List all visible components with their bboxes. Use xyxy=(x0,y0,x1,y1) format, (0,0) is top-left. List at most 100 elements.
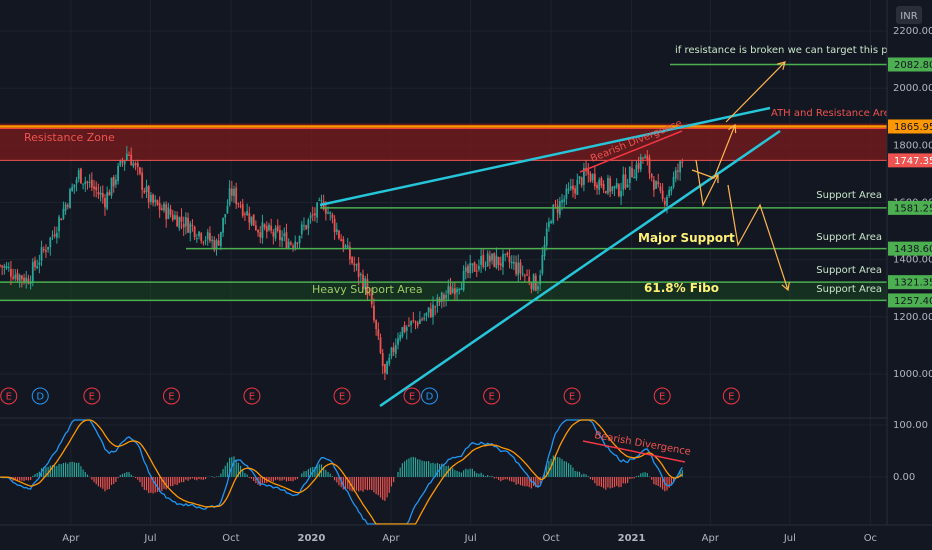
candle-body xyxy=(184,217,187,227)
candle-body xyxy=(174,215,176,220)
candle-body xyxy=(526,274,528,276)
candle-body xyxy=(418,319,421,324)
price-level-tag xyxy=(888,293,932,308)
candle-body xyxy=(0,265,1,267)
candle-body xyxy=(324,207,327,214)
price-level-tag xyxy=(888,119,932,134)
label-support-area-4: Support Area xyxy=(816,284,882,295)
candle-body xyxy=(598,179,601,190)
candle-body xyxy=(31,261,34,283)
candle-body xyxy=(27,278,30,284)
candle-body xyxy=(596,184,598,189)
candle-body xyxy=(82,183,85,185)
candle-body xyxy=(475,270,478,272)
candle-body xyxy=(478,265,480,270)
candle-body xyxy=(569,186,572,189)
candle-body xyxy=(307,219,310,229)
event-marker-circle xyxy=(0,387,18,405)
candle-body xyxy=(655,181,657,189)
candle-body xyxy=(604,190,607,194)
candle-body xyxy=(51,235,54,237)
candle-body xyxy=(101,192,104,198)
candle-body xyxy=(182,223,185,228)
price-candles xyxy=(0,145,684,380)
time-tick-label: Oct xyxy=(542,533,559,544)
candle-body xyxy=(327,212,329,214)
event-marker-circle xyxy=(653,387,671,405)
candle-body xyxy=(401,327,404,337)
label-target-note: if resistance is broken we can target th… xyxy=(675,45,906,56)
candle-body xyxy=(42,249,45,251)
candle-body xyxy=(265,226,268,232)
time-tick-label: Apr xyxy=(382,533,400,544)
candle-body xyxy=(392,347,395,352)
candle-body xyxy=(110,177,113,196)
candle-body xyxy=(73,184,76,188)
candle-body xyxy=(635,164,638,179)
candle-body xyxy=(554,204,557,206)
candle-body xyxy=(189,223,192,234)
heavy-support-zone xyxy=(0,282,887,301)
candle-body xyxy=(187,217,189,233)
candle-body xyxy=(453,288,456,295)
candle-body xyxy=(550,221,552,224)
candle-body xyxy=(123,160,126,165)
candle-body xyxy=(548,221,550,228)
label-support-area-3: Support Area xyxy=(816,265,882,276)
candle-body xyxy=(276,225,279,231)
currency-badge[interactable] xyxy=(896,6,922,24)
candle-body xyxy=(672,176,675,187)
candle-body xyxy=(644,156,647,159)
candle-body xyxy=(434,306,437,308)
candle-body xyxy=(576,179,579,195)
candle-body xyxy=(506,252,509,256)
event-marker-label: E xyxy=(409,392,415,403)
candle-body xyxy=(80,168,82,184)
candle-body xyxy=(121,161,124,163)
candle-body xyxy=(316,202,318,218)
candle-body xyxy=(539,274,542,285)
price-level-tag-label: 1257.40 xyxy=(894,296,932,307)
candle-body xyxy=(631,167,633,178)
candle-body xyxy=(513,261,515,264)
time-axis[interactable]: Apr Jul Oct 2020 Apr Jul Oct 2021 Apr Jul Oc xyxy=(62,533,877,544)
time-tick-label: Oct xyxy=(222,533,239,544)
candle-body xyxy=(154,199,157,203)
candle-body xyxy=(661,190,664,199)
candle-body xyxy=(681,161,684,163)
candle-body xyxy=(88,181,91,183)
candle-body xyxy=(609,178,612,192)
candle-body xyxy=(370,294,373,305)
candle-body xyxy=(248,213,251,223)
price-level-tag-label: 1321.35 xyxy=(894,278,932,289)
label-ath-resistance: ATH and Resistance Area xyxy=(771,108,896,119)
price-axis[interactable]: 2200.002000.001800.001600.001400.001200.… xyxy=(888,26,932,483)
candle-body xyxy=(217,240,220,246)
candle-body xyxy=(338,230,340,239)
candle-body xyxy=(357,262,360,278)
candle-body xyxy=(668,189,671,196)
label-support-area-1: Support Area xyxy=(816,190,882,201)
candle-body xyxy=(373,305,375,321)
candle-body xyxy=(40,247,43,261)
event-marker-label: E xyxy=(89,392,95,403)
candle-body xyxy=(377,329,380,337)
time-tick-label: 2020 xyxy=(297,533,325,544)
candle-body xyxy=(484,266,487,268)
macd-line xyxy=(0,419,683,525)
candle-body xyxy=(331,214,334,219)
price-level-tag-label: 1865.95 xyxy=(894,122,932,133)
candle-body xyxy=(169,208,172,215)
candle-body xyxy=(633,176,636,179)
candle-body xyxy=(268,224,270,231)
event-marker-label: D xyxy=(36,392,44,403)
candle-body xyxy=(464,267,467,272)
candle-body xyxy=(252,214,255,226)
projection-arrow-head xyxy=(728,123,737,134)
candle-body xyxy=(303,225,305,227)
candle-body xyxy=(486,253,489,267)
candle-body xyxy=(20,275,23,280)
candle-body xyxy=(679,161,682,173)
candle-body xyxy=(443,294,445,300)
